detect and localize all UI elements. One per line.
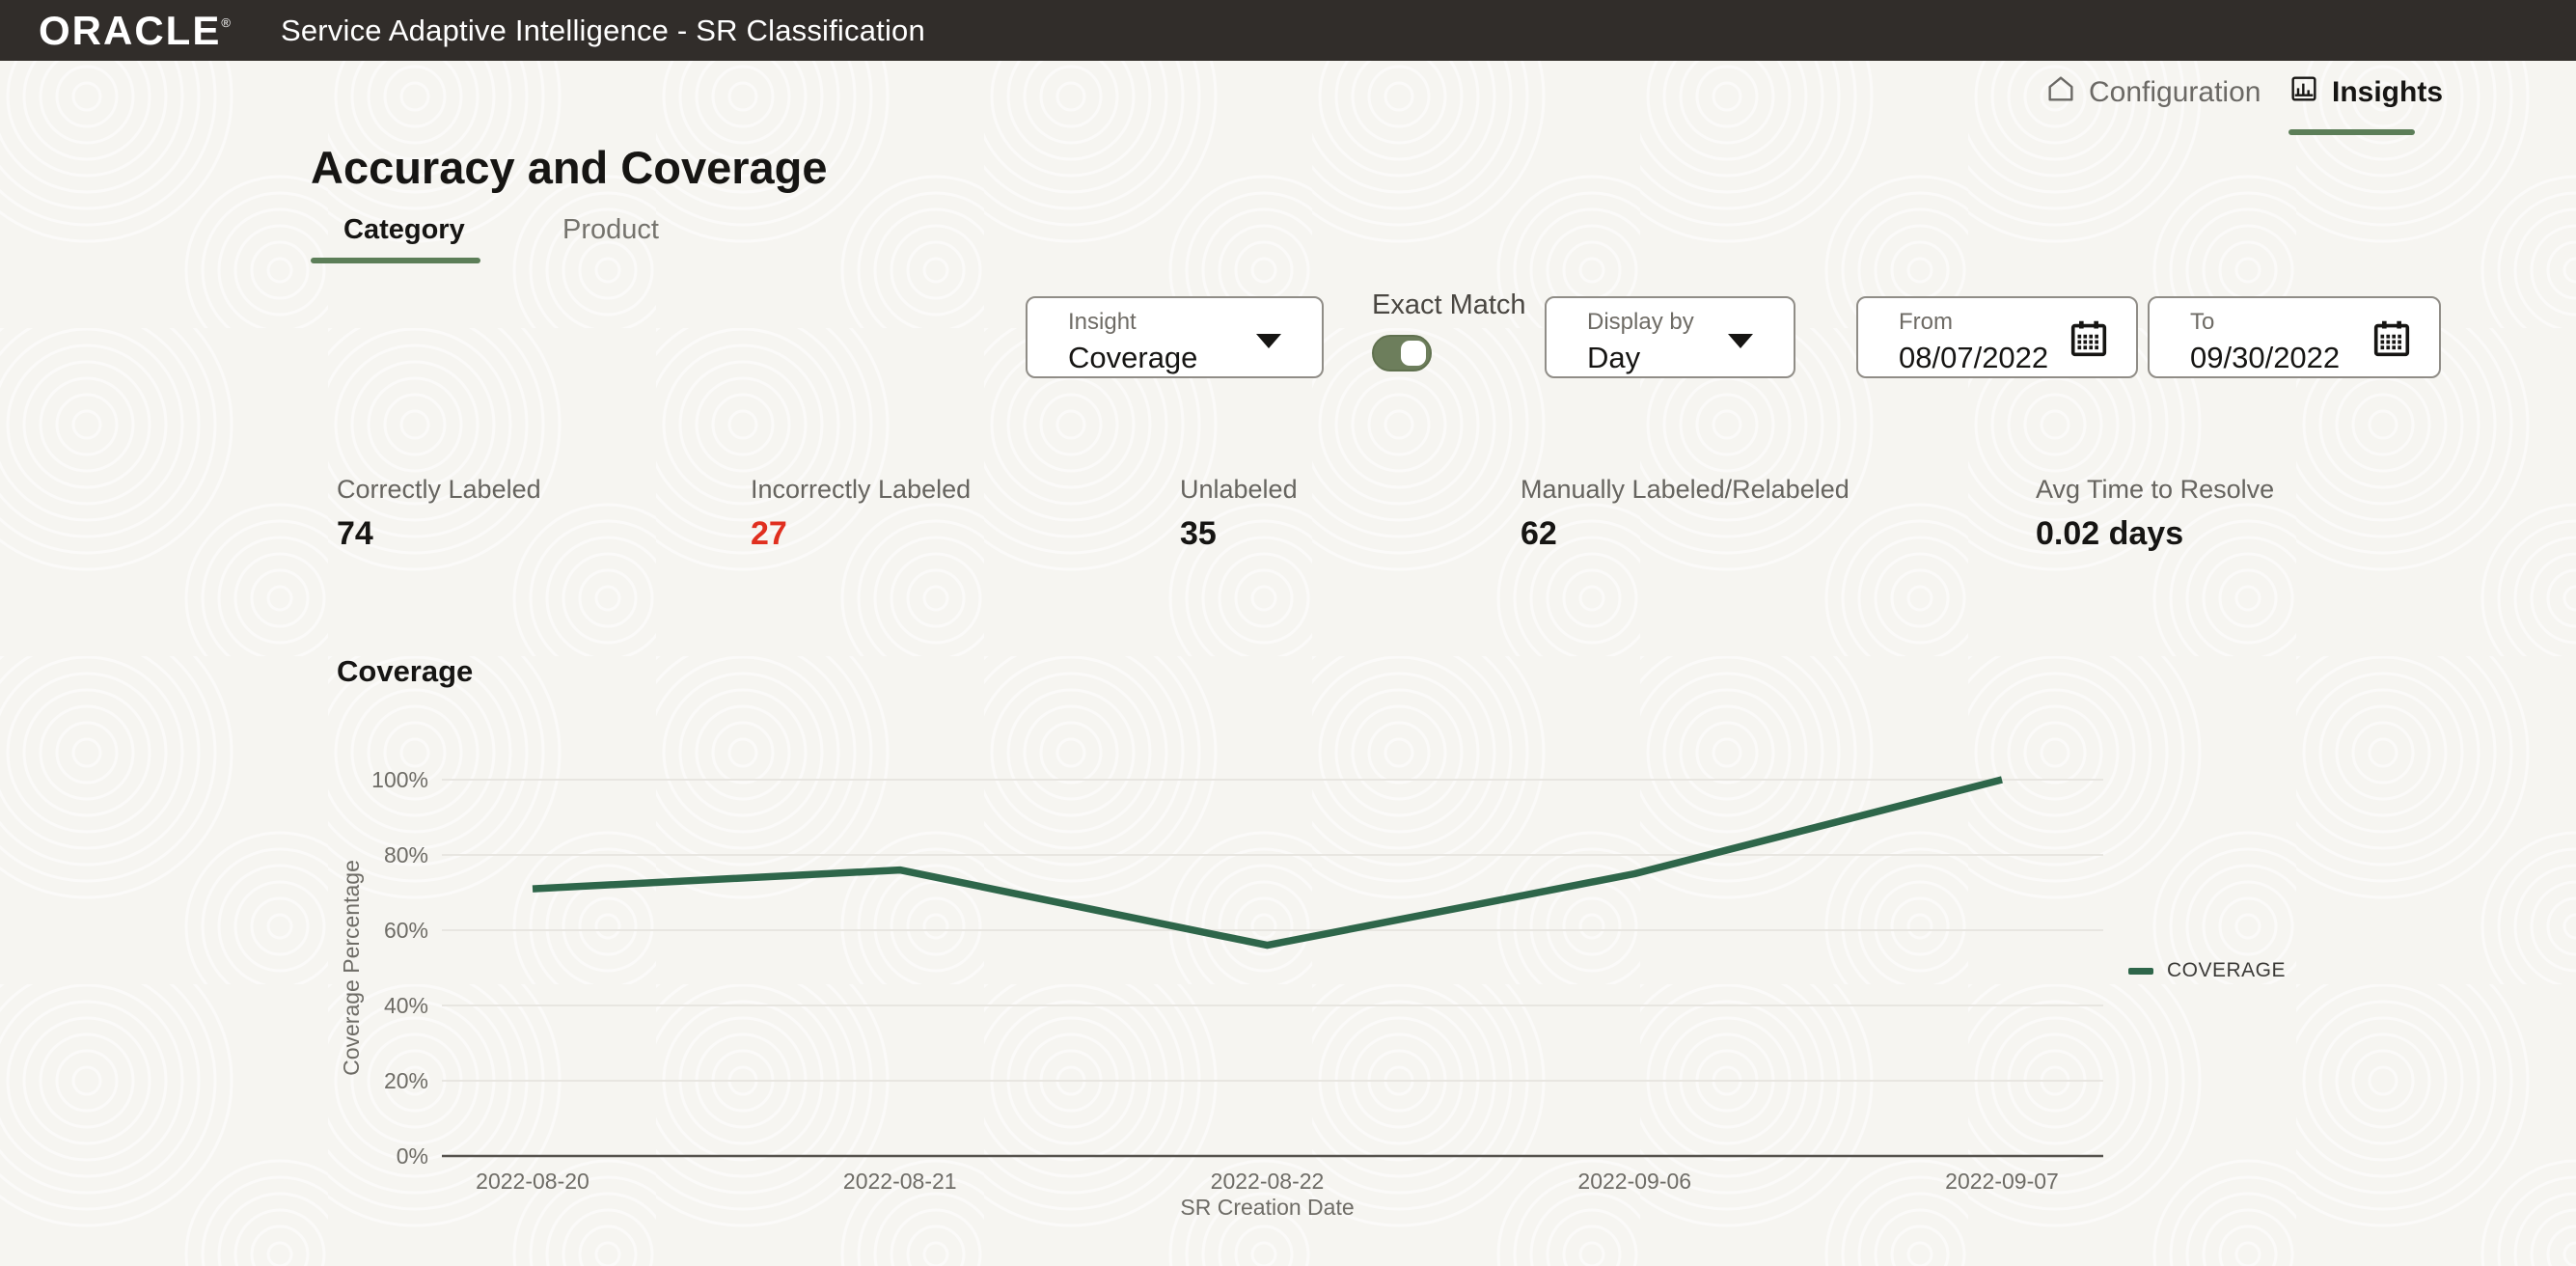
from-date-value: 08/07/2022 xyxy=(1899,340,2049,374)
chevron-down-icon xyxy=(1728,334,1753,348)
stat-unlabeled: Unlabeled 35 xyxy=(1180,475,1298,553)
toggle-knob xyxy=(1401,341,1426,366)
to-date-value: 09/30/2022 xyxy=(2190,340,2341,374)
insight-select-value: Coverage xyxy=(1068,340,1198,374)
chart-title: Coverage xyxy=(337,654,474,688)
insight-select-label: Insight xyxy=(1068,309,1137,335)
stat-value: 27 xyxy=(751,515,787,552)
display-by-select-value: Day xyxy=(1587,340,1641,374)
legend-line-swatch xyxy=(2128,967,2153,975)
to-date-label: To xyxy=(2190,309,2215,335)
from-date-label: From xyxy=(1899,309,1953,335)
nav-insights-label: Insights xyxy=(2332,76,2444,108)
stat-value: 0.02 days xyxy=(2036,515,2184,552)
stat-avg-time-to-resolve: Avg Time to Resolve 0.02 days xyxy=(2036,475,2274,553)
tab-category[interactable]: Category xyxy=(343,214,465,246)
insight-select[interactable]: Insight Coverage xyxy=(1026,296,1324,378)
from-date-field[interactable]: From 08/07/2022 xyxy=(1856,296,2138,378)
page-title: Accuracy and Coverage xyxy=(311,142,828,193)
to-date-field[interactable]: To 09/30/2022 xyxy=(2148,296,2441,378)
display-by-select[interactable]: Display by Day xyxy=(1545,296,1795,378)
stat-label: Incorrectly Labeled xyxy=(751,475,972,504)
stat-manually-labeled: Manually Labeled/Relabeled 62 xyxy=(1521,475,1850,553)
app-header: ORACLE® Service Adaptive Intelligence - … xyxy=(0,0,2576,61)
nav-insights[interactable]: Insights xyxy=(2288,73,2443,112)
registered-mark: ® xyxy=(221,14,231,30)
calendar-icon[interactable] xyxy=(2067,316,2111,366)
oracle-logo: ORACLE® xyxy=(39,7,231,53)
chevron-down-icon xyxy=(1256,334,1281,348)
calendar-icon[interactable] xyxy=(2370,316,2414,366)
tab-category-label: Category xyxy=(343,214,465,245)
nav-configuration-label: Configuration xyxy=(2089,76,2261,108)
oracle-wordmark: ORACLE xyxy=(39,7,222,53)
exact-match-toggle[interactable] xyxy=(1372,335,1432,372)
legend-series-label: COVERAGE xyxy=(2167,959,2287,981)
exact-match-label: Exact Match xyxy=(1372,289,1526,320)
insights-active-underline xyxy=(2288,129,2415,135)
chart-legend[interactable]: COVERAGE xyxy=(2128,959,2286,982)
stat-correctly-labeled: Correctly Labeled 74 xyxy=(337,475,541,553)
tab-product-label: Product xyxy=(562,214,659,245)
category-active-underline xyxy=(311,258,480,263)
stat-value: 35 xyxy=(1180,515,1217,552)
app-title: Service Adaptive Intelligence - SR Class… xyxy=(280,13,925,47)
bar-chart-icon xyxy=(2288,73,2319,112)
stat-value: 74 xyxy=(337,515,373,552)
stat-label: Unlabeled xyxy=(1180,475,1298,504)
tab-product[interactable]: Product xyxy=(562,214,659,246)
stat-label: Avg Time to Resolve xyxy=(2036,475,2275,504)
home-icon xyxy=(2045,73,2076,112)
stat-value: 62 xyxy=(1521,515,1557,552)
nav-configuration[interactable]: Configuration xyxy=(2045,73,2261,112)
stat-incorrectly-labeled: Incorrectly Labeled 27 xyxy=(751,475,971,553)
stat-label: Manually Labeled/Relabeled xyxy=(1521,475,1850,504)
stat-label: Correctly Labeled xyxy=(337,475,541,504)
display-by-select-label: Display by xyxy=(1587,309,1694,335)
